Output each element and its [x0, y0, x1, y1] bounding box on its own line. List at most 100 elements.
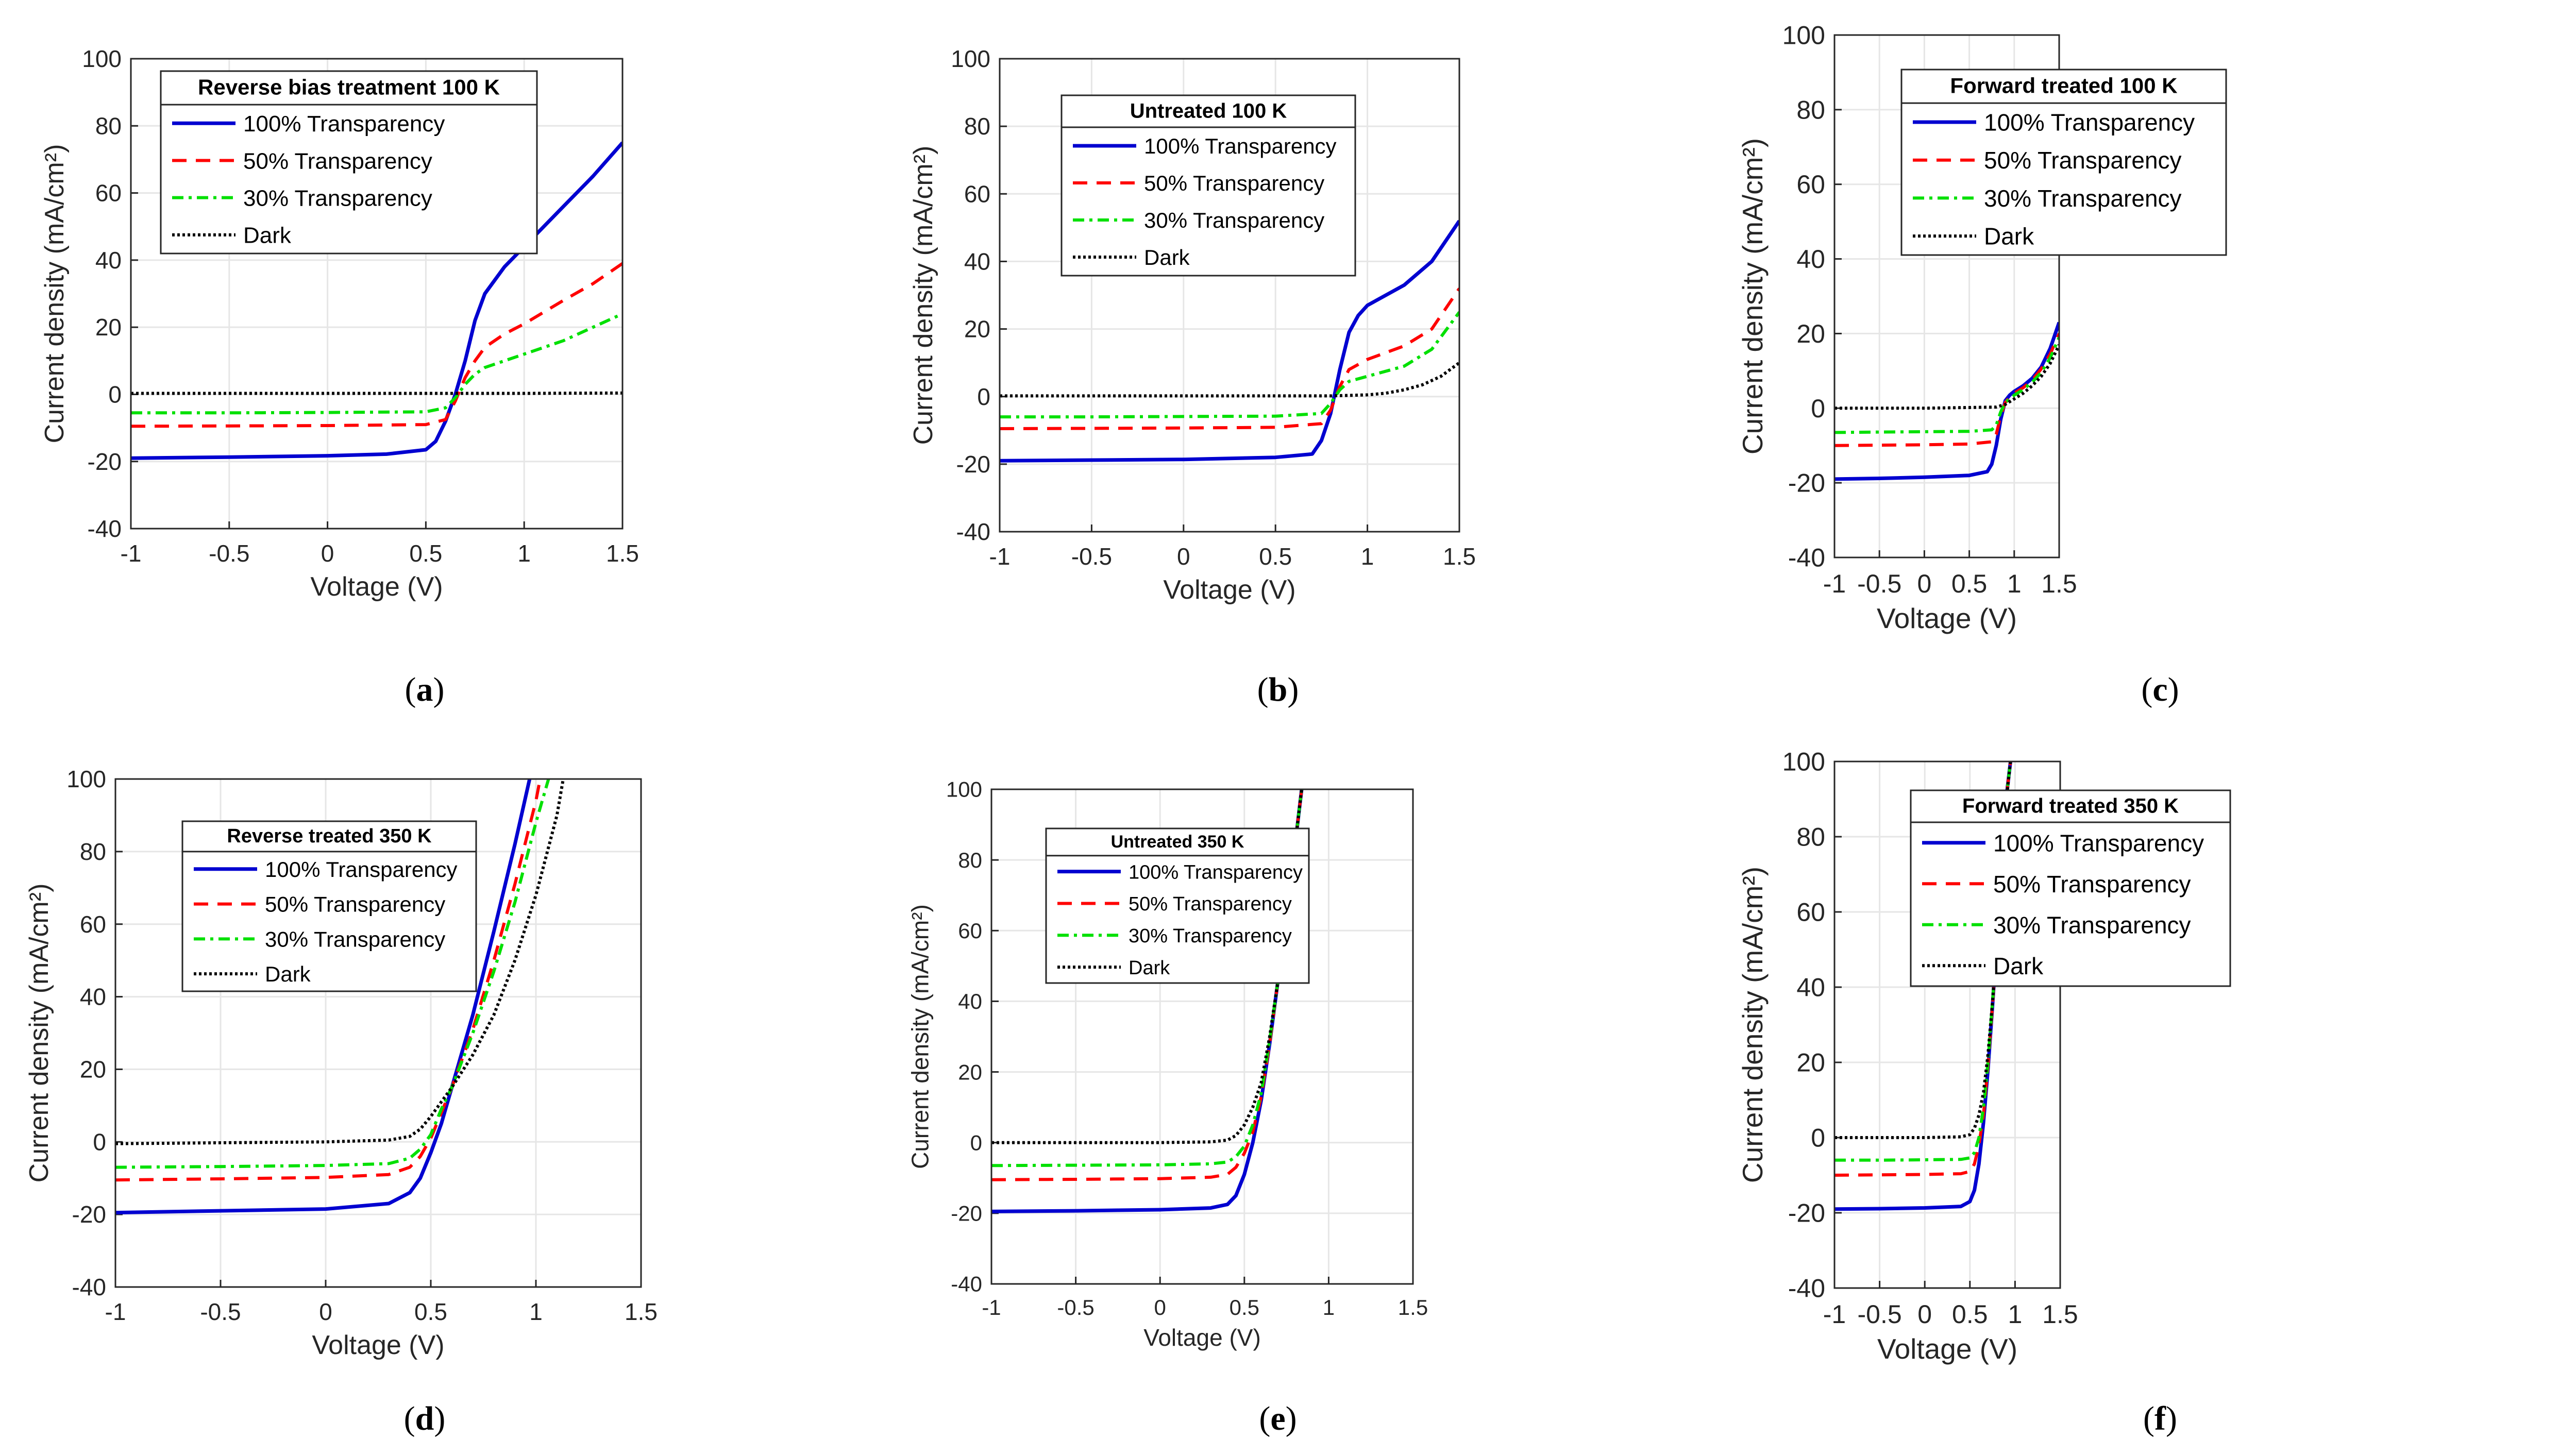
- x-tick-label: 1.5: [2041, 569, 2077, 598]
- legend-entry: 50% Transparency: [1984, 147, 2182, 174]
- series-line-30-transparency: [991, 789, 1303, 1167]
- x-tick-label: 0.5: [1230, 1295, 1259, 1319]
- legend-entry: Dark: [1144, 245, 1190, 269]
- legend-entry: 100% Transparency: [265, 857, 458, 882]
- x-tick-label: 0: [1177, 543, 1190, 570]
- y-tick-label: -20: [951, 1201, 982, 1226]
- legend-entry: 30% Transparency: [1144, 208, 1324, 232]
- series-line-100-transparency: [131, 141, 622, 460]
- y-tick-label: 0: [108, 381, 122, 408]
- x-tick-label: 1: [517, 540, 531, 567]
- x-axis-label: Voltage (V): [1877, 1333, 2017, 1365]
- legend-entry: 50% Transparency: [1144, 171, 1324, 195]
- y-axis-label: Current density (mA/cm²): [908, 146, 938, 445]
- y-tick-label: 20: [80, 1056, 106, 1083]
- y-tick-label: -20: [72, 1201, 106, 1228]
- y-tick-label: 100: [66, 766, 106, 792]
- y-tick-label: 80: [1796, 823, 1825, 852]
- x-tick-label: -0.5: [1857, 569, 1901, 598]
- axes-frame: [990, 788, 1414, 1285]
- legend-title: Reverse bias treatment 100 K: [198, 75, 500, 99]
- y-tick-label: 40: [80, 984, 106, 1010]
- y-tick-label: 0: [93, 1128, 106, 1155]
- x-tick-label: 1.5: [2042, 1300, 2078, 1329]
- x-tick-label: 0: [1154, 1295, 1166, 1319]
- x-tick-label: 1.5: [1443, 543, 1476, 570]
- series-line-dark: [115, 779, 565, 1145]
- series-line-dark: [1000, 361, 1459, 398]
- x-axis-label: Voltage (V): [1143, 1324, 1261, 1351]
- x-axis-label: Voltage (V): [312, 1330, 444, 1360]
- x-tick-label: 0: [1917, 1300, 1932, 1329]
- y-tick-label: 0: [1811, 394, 1825, 423]
- series-line-30-transparency: [1834, 761, 2012, 1162]
- y-tick-label: 20: [958, 1060, 982, 1084]
- x-tick-label: 0.5: [409, 540, 442, 567]
- x-tick-label: 0: [1917, 569, 1931, 598]
- y-axis-label: Current density (mA/cm²): [24, 884, 54, 1183]
- y-tick-label: -40: [956, 518, 990, 545]
- legend-entry: 50% Transparency: [1993, 871, 2191, 898]
- legend-title: Reverse treated 350 K: [227, 825, 432, 847]
- x-tick-label: 1.5: [606, 540, 639, 567]
- y-tick-label: -20: [956, 451, 990, 478]
- legend-entry: 100% Transparency: [1129, 861, 1303, 883]
- y-tick-label: 40: [1796, 973, 1825, 1002]
- y-tick-label: 20: [964, 316, 990, 343]
- x-tick-label: 1: [1361, 543, 1374, 570]
- x-tick-label: 1: [1323, 1295, 1335, 1319]
- y-tick-label: 100: [946, 777, 982, 802]
- panel-label: (d): [404, 1400, 446, 1437]
- y-tick-label: 20: [95, 314, 122, 341]
- y-tick-label: -20: [88, 448, 122, 475]
- legend-title: Forward treated 100 K: [1950, 74, 2177, 98]
- y-tick-label: 60: [964, 180, 990, 207]
- y-tick-label: 60: [95, 180, 122, 207]
- y-tick-label: 80: [964, 113, 990, 140]
- y-tick-label: 100: [1782, 748, 1825, 776]
- legend-title: Forward treated 350 K: [1962, 794, 2179, 817]
- y-tick-label: 60: [958, 919, 982, 943]
- y-tick-label: 80: [1796, 95, 1825, 124]
- y-tick-label: -40: [88, 515, 122, 542]
- x-tick-label: 0: [319, 1298, 332, 1325]
- y-tick-label: 0: [977, 383, 990, 410]
- y-tick-label: 40: [95, 247, 122, 274]
- series-line-dark: [1834, 344, 2059, 410]
- legend-entry: Dark: [265, 962, 311, 986]
- y-tick-label: 40: [1796, 245, 1825, 274]
- chart-panel-a: -1 -0.5 0 0.5 1 1.5 -40 -20 0 20 40 60 80 100 Voltage …: [40, 45, 639, 708]
- series-line-100-transparency: [115, 779, 532, 1215]
- legend-entry: 30% Transparency: [1129, 925, 1292, 947]
- series-line-30-transparency: [115, 779, 550, 1169]
- chart-panel-b: -1 -0.5 0 0.5 1 1.5 -40 -20 0 20 40 60 80 100 Voltage …: [908, 45, 1476, 708]
- legend-entry: 30% Transparency: [265, 927, 445, 951]
- axes-frame: [114, 778, 642, 1288]
- legend-entry: 50% Transparency: [243, 148, 432, 174]
- chart-panel-d: -1 -0.5 0 0.5 1 1.5 -40 -20 0 20 40 60 80 100 Voltage …: [24, 766, 658, 1437]
- series-line-100-transparency: [1000, 219, 1459, 463]
- series-line-50-transparency: [115, 779, 542, 1182]
- series-line-50-transparency: [131, 262, 622, 428]
- y-tick-label: 0: [1811, 1124, 1825, 1153]
- x-tick-label: -0.5: [1057, 1295, 1094, 1319]
- x-tick-label: 1: [2008, 1300, 2022, 1329]
- y-tick-label: -20: [1788, 1199, 1825, 1228]
- x-tick-label: -0.5: [200, 1298, 241, 1325]
- y-tick-label: 100: [82, 45, 122, 72]
- panel-label: (f): [2143, 1400, 2177, 1437]
- x-axis-label: Voltage (V): [1163, 575, 1295, 605]
- legend: Untreated 350 K 100% Transparency 50% Tran…: [1045, 827, 1310, 984]
- legend-title: Untreated 100 K: [1130, 99, 1287, 122]
- legend-entry: 100% Transparency: [1993, 829, 2204, 856]
- x-tick-label: 1.5: [1398, 1295, 1428, 1319]
- series-line-dark: [131, 391, 622, 395]
- x-tick-label: -1: [105, 1298, 126, 1325]
- series-line-30-transparency: [131, 312, 622, 415]
- legend-entry: Dark: [1993, 953, 2044, 979]
- legend: Untreated 100 K 100% Transparency 50% Tran…: [1060, 94, 1356, 277]
- series-line-dark: [991, 789, 1303, 1144]
- x-tick-label: 0.5: [1259, 543, 1292, 570]
- axes-frame: [1833, 34, 2060, 558]
- legend-entry: 50% Transparency: [1129, 893, 1292, 915]
